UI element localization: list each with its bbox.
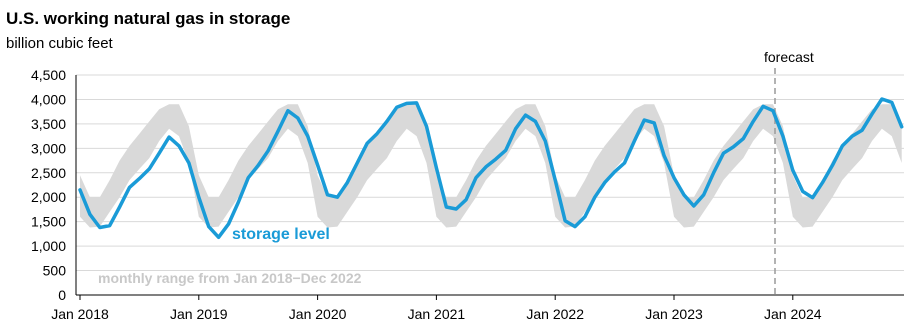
series-line xyxy=(78,97,904,240)
x-tick-label: Jan 2024 xyxy=(764,306,822,322)
x-tick-label: Jan 2018 xyxy=(51,306,109,322)
x-tick-label: Jan 2023 xyxy=(645,306,703,322)
series-label-storage-level: storage level xyxy=(232,226,330,243)
chart-title: U.S. working natural gas in storage xyxy=(6,9,290,28)
y-tick-label: 4,500 xyxy=(31,67,66,83)
y-tick-label: 3,500 xyxy=(31,116,66,132)
x-tick-label: Jan 2022 xyxy=(526,306,584,322)
y-tick-label: 500 xyxy=(43,263,67,279)
chart-subtitle: billion cubic feet xyxy=(6,35,114,52)
range-band xyxy=(80,104,902,228)
y-tick-label: 0 xyxy=(58,287,66,303)
storage-level-line xyxy=(78,97,904,240)
x-tick-label: Jan 2020 xyxy=(289,306,347,322)
y-tick-label: 3,000 xyxy=(31,140,66,156)
y-tick-label: 1,500 xyxy=(31,214,66,230)
y-tick-labels: 0 500 1,000 1,500 2,000 2,500 3,000 3,500 4,000 4… xyxy=(31,67,66,303)
x-tick-label: Jan 2019 xyxy=(170,306,228,322)
y-tick-label: 4,000 xyxy=(31,91,66,107)
x-tick-labels: Jan 2018 Jan 2019 Jan 2020 Jan 2021 Jan 2022… xyxy=(51,306,822,322)
x-tick-label: Jan 2021 xyxy=(408,306,466,322)
range-band-area xyxy=(80,104,902,228)
forecast-label: forecast xyxy=(764,49,814,65)
axes xyxy=(75,75,904,300)
range-band-label: monthly range from Jan 2018−Dec 2022 xyxy=(98,270,362,286)
y-tick-label: 1,000 xyxy=(31,238,66,254)
y-tick-label: 2,500 xyxy=(31,165,66,181)
y-tick-label: 2,000 xyxy=(31,189,66,205)
